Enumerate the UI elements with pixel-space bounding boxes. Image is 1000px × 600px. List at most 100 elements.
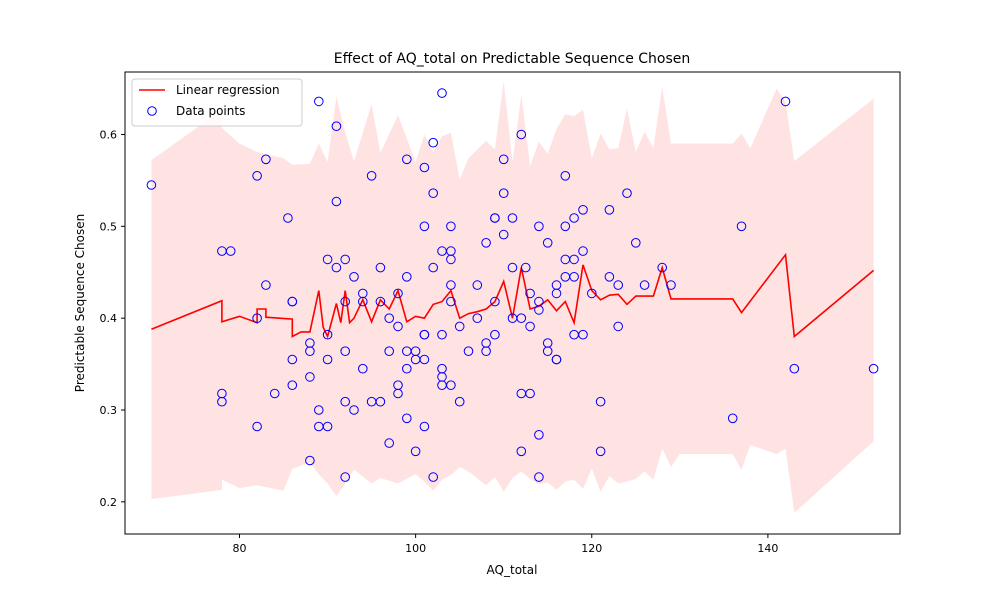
data-point <box>217 396 227 407</box>
data-point <box>542 346 553 357</box>
regression-line <box>151 252 875 339</box>
data-point <box>446 221 456 232</box>
data-point <box>419 221 430 232</box>
data-point <box>305 346 315 357</box>
data-point <box>604 205 615 215</box>
data-point <box>525 288 535 299</box>
data-point <box>287 354 298 365</box>
legend-label-regression: Linear regression <box>176 83 280 97</box>
data-point <box>578 205 588 215</box>
plot-area-frame <box>124 71 901 535</box>
data-point <box>542 238 553 248</box>
data-point <box>481 238 491 248</box>
data-point <box>520 262 531 273</box>
x-tick-label: 120 <box>581 542 602 555</box>
data-point <box>314 96 324 107</box>
data-point <box>384 346 395 357</box>
data-point <box>322 421 333 432</box>
data-point <box>569 213 579 223</box>
data-point <box>428 472 439 482</box>
data-point <box>587 288 597 299</box>
data-point <box>358 296 368 307</box>
confidence-band-layer <box>151 81 874 513</box>
data-point <box>410 446 421 457</box>
data-point <box>402 363 412 374</box>
y-tick-label: 0.4 <box>100 312 118 325</box>
data-point <box>551 354 562 365</box>
data-point <box>498 154 509 165</box>
data-point <box>322 254 333 265</box>
data-point <box>446 254 456 265</box>
data-point <box>437 329 447 340</box>
data-point <box>349 405 359 415</box>
data-point <box>481 346 491 357</box>
data-point <box>375 396 386 407</box>
data-point <box>393 288 403 299</box>
data-point <box>428 188 439 198</box>
data-point <box>727 413 738 424</box>
data-point <box>402 413 412 424</box>
y-axis-label: Predictable Sequence Chosen <box>73 214 87 392</box>
data-point <box>305 372 315 382</box>
chart-title: Effect of AQ_total on Predictable Sequen… <box>334 51 691 67</box>
y-tick-label: 0.6 <box>100 128 118 141</box>
data-point <box>375 296 386 307</box>
data-point <box>490 213 500 223</box>
x-axis-label: AQ_total <box>487 563 538 577</box>
data-point <box>516 446 527 457</box>
data-point <box>358 363 368 374</box>
data-point <box>525 388 535 399</box>
data-point <box>322 329 333 340</box>
data-point <box>340 472 351 482</box>
data-point <box>498 188 509 198</box>
data-point <box>560 171 571 181</box>
data-point <box>639 280 650 290</box>
data-point <box>269 388 280 399</box>
data-point <box>666 280 676 290</box>
y-axis-ticks: 0.2 0.3 0.4 0.5 0.6 <box>100 128 125 509</box>
data-point <box>331 196 342 207</box>
data-point <box>446 380 456 391</box>
data-point <box>402 272 412 282</box>
data-point <box>366 171 377 181</box>
data-point <box>437 88 447 98</box>
data-point <box>446 280 456 290</box>
data-point <box>384 438 395 448</box>
data-point <box>402 154 412 165</box>
data-point <box>287 380 298 391</box>
data-point <box>595 446 606 457</box>
data-point <box>428 262 439 273</box>
data-point <box>463 346 474 357</box>
data-point <box>419 354 430 365</box>
y-tick-label: 0.5 <box>100 220 118 233</box>
data-point <box>789 363 800 374</box>
data-point <box>490 296 500 307</box>
data-point <box>578 246 588 256</box>
data-points-layer <box>146 88 879 482</box>
data-point <box>375 262 386 273</box>
legend-marker-swatch <box>147 106 157 116</box>
data-point <box>569 254 579 265</box>
data-point <box>393 388 403 399</box>
data-point <box>340 396 351 407</box>
data-point <box>498 229 509 240</box>
data-point <box>225 246 236 256</box>
data-point <box>534 472 544 482</box>
data-point <box>261 154 271 165</box>
data-point <box>868 363 879 374</box>
legend-label-data-points: Data points <box>176 104 245 118</box>
data-point <box>657 262 668 273</box>
data-point <box>454 321 465 332</box>
data-point <box>419 162 430 173</box>
data-point <box>314 405 324 415</box>
data-point <box>428 137 439 148</box>
data-point <box>551 288 562 299</box>
y-tick-label: 0.3 <box>100 404 118 417</box>
data-point <box>419 421 430 432</box>
data-point <box>340 254 351 265</box>
data-point <box>384 313 395 324</box>
y-tick-label: 0.2 <box>100 496 118 509</box>
data-point <box>472 313 483 324</box>
data-point <box>393 321 403 332</box>
data-point <box>340 296 351 307</box>
